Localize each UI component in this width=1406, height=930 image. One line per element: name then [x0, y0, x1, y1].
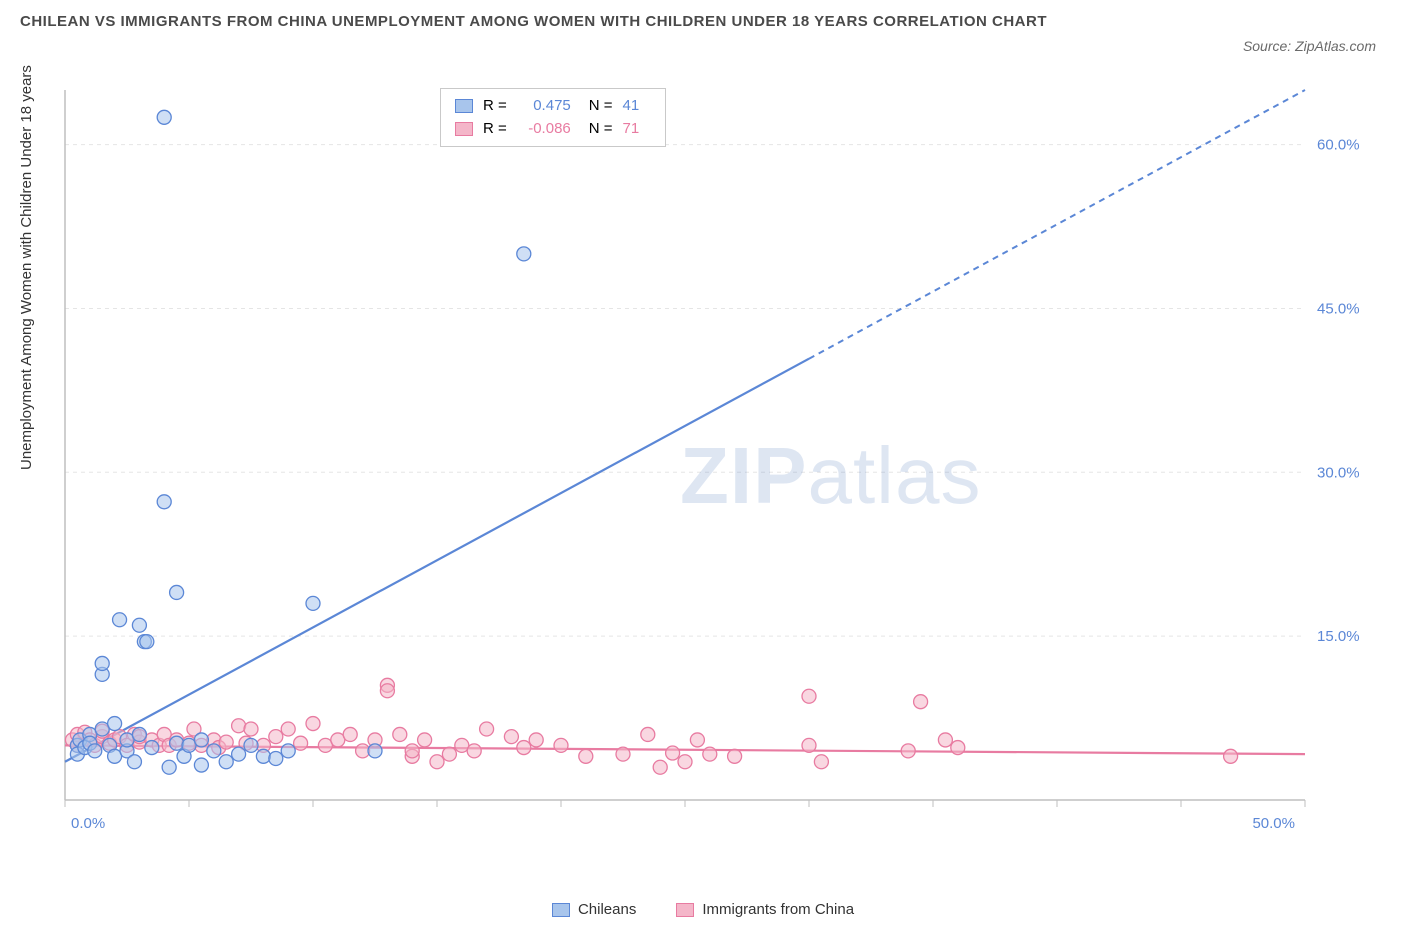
svg-text:50.0%: 50.0%	[1252, 815, 1295, 832]
r-value: 0.475	[517, 95, 571, 118]
svg-text:15.0%: 15.0%	[1317, 628, 1360, 645]
svg-text:0.0%: 0.0%	[71, 815, 105, 832]
legend-swatch	[552, 903, 570, 917]
y-axis-label: Unemployment Among Women with Children U…	[18, 65, 35, 470]
series-legend-item: Immigrants from China	[676, 901, 854, 918]
n-label: N =	[589, 95, 613, 118]
scatter-plot-svg: 15.0% 30.0% 45.0% 60.0% 0.0% 50.0%	[55, 85, 1375, 845]
svg-text:30.0%: 30.0%	[1317, 464, 1360, 481]
n-value: 41	[623, 95, 651, 118]
series-name: Immigrants from China	[702, 901, 854, 918]
legend-row: R = 0.475 N = 41	[455, 95, 651, 118]
source-attribution: Source: ZipAtlas.com	[1243, 38, 1376, 54]
legend-swatch	[455, 99, 473, 113]
chart-title: CHILEAN VS IMMIGRANTS FROM CHINA UNEMPLO…	[20, 10, 1120, 34]
legend-row: R = -0.086 N = 71	[455, 118, 651, 141]
correlation-legend: R = 0.475 N = 41 R = -0.086 N = 71	[440, 88, 666, 147]
r-value: -0.086	[517, 118, 571, 141]
r-label: R =	[483, 118, 507, 141]
n-label: N =	[589, 118, 613, 141]
svg-text:45.0%: 45.0%	[1317, 300, 1360, 317]
series-legend-item: Chileans	[552, 901, 636, 918]
legend-swatch	[676, 903, 694, 917]
svg-text:60.0%: 60.0%	[1317, 137, 1360, 154]
r-label: R =	[483, 95, 507, 118]
series-name: Chileans	[578, 901, 636, 918]
legend-swatch	[455, 122, 473, 136]
series-legend: Chileans Immigrants from China	[0, 901, 1406, 918]
n-value: 71	[623, 118, 651, 141]
chart-plot-area: 15.0% 30.0% 45.0% 60.0% 0.0% 50.0%	[55, 85, 1375, 845]
